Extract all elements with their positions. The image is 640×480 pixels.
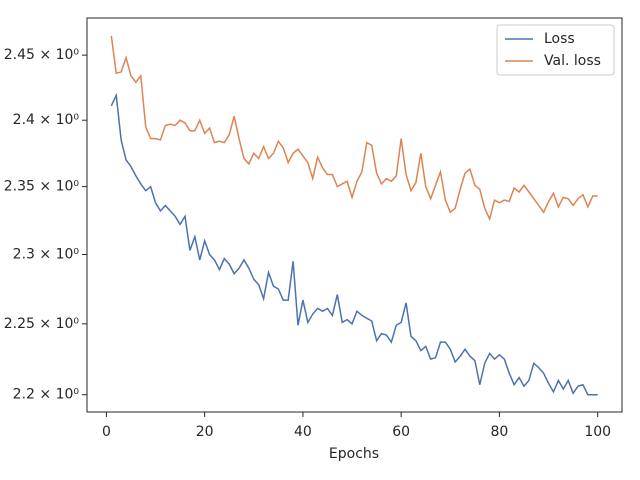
- x-tick-label: 80: [491, 424, 509, 440]
- legend-label: Loss: [544, 31, 575, 47]
- x-tick-label: 20: [196, 424, 214, 440]
- legend-label: Val. loss: [544, 53, 601, 69]
- x-tick-label: 100: [584, 424, 611, 440]
- x-tick-label: 0: [102, 424, 111, 440]
- y-tick-label: 2.2 × 10⁰: [13, 387, 80, 403]
- y-tick-label: 2.3 × 10⁰: [13, 246, 80, 262]
- y-tick-label: 2.25 × 10⁰: [4, 316, 80, 332]
- y-tick-label: 2.35 × 10⁰: [4, 179, 80, 195]
- x-tick-label: 60: [392, 424, 410, 440]
- y-tick-label: 2.45 × 10⁰: [4, 47, 80, 63]
- x-tick-label: 40: [294, 424, 312, 440]
- legend-box: [496, 24, 615, 76]
- line-series: [110, 35, 598, 222]
- x-axis-label: Epochs: [329, 446, 379, 462]
- plot-frame: [86, 17, 623, 413]
- y-tick-label: 2.4 × 10⁰: [13, 112, 80, 128]
- line-series: [110, 92, 598, 396]
